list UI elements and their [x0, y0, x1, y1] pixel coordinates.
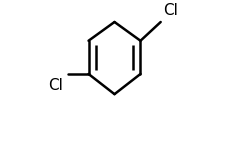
Text: Cl: Cl	[164, 3, 178, 18]
Text: Cl: Cl	[48, 78, 63, 93]
